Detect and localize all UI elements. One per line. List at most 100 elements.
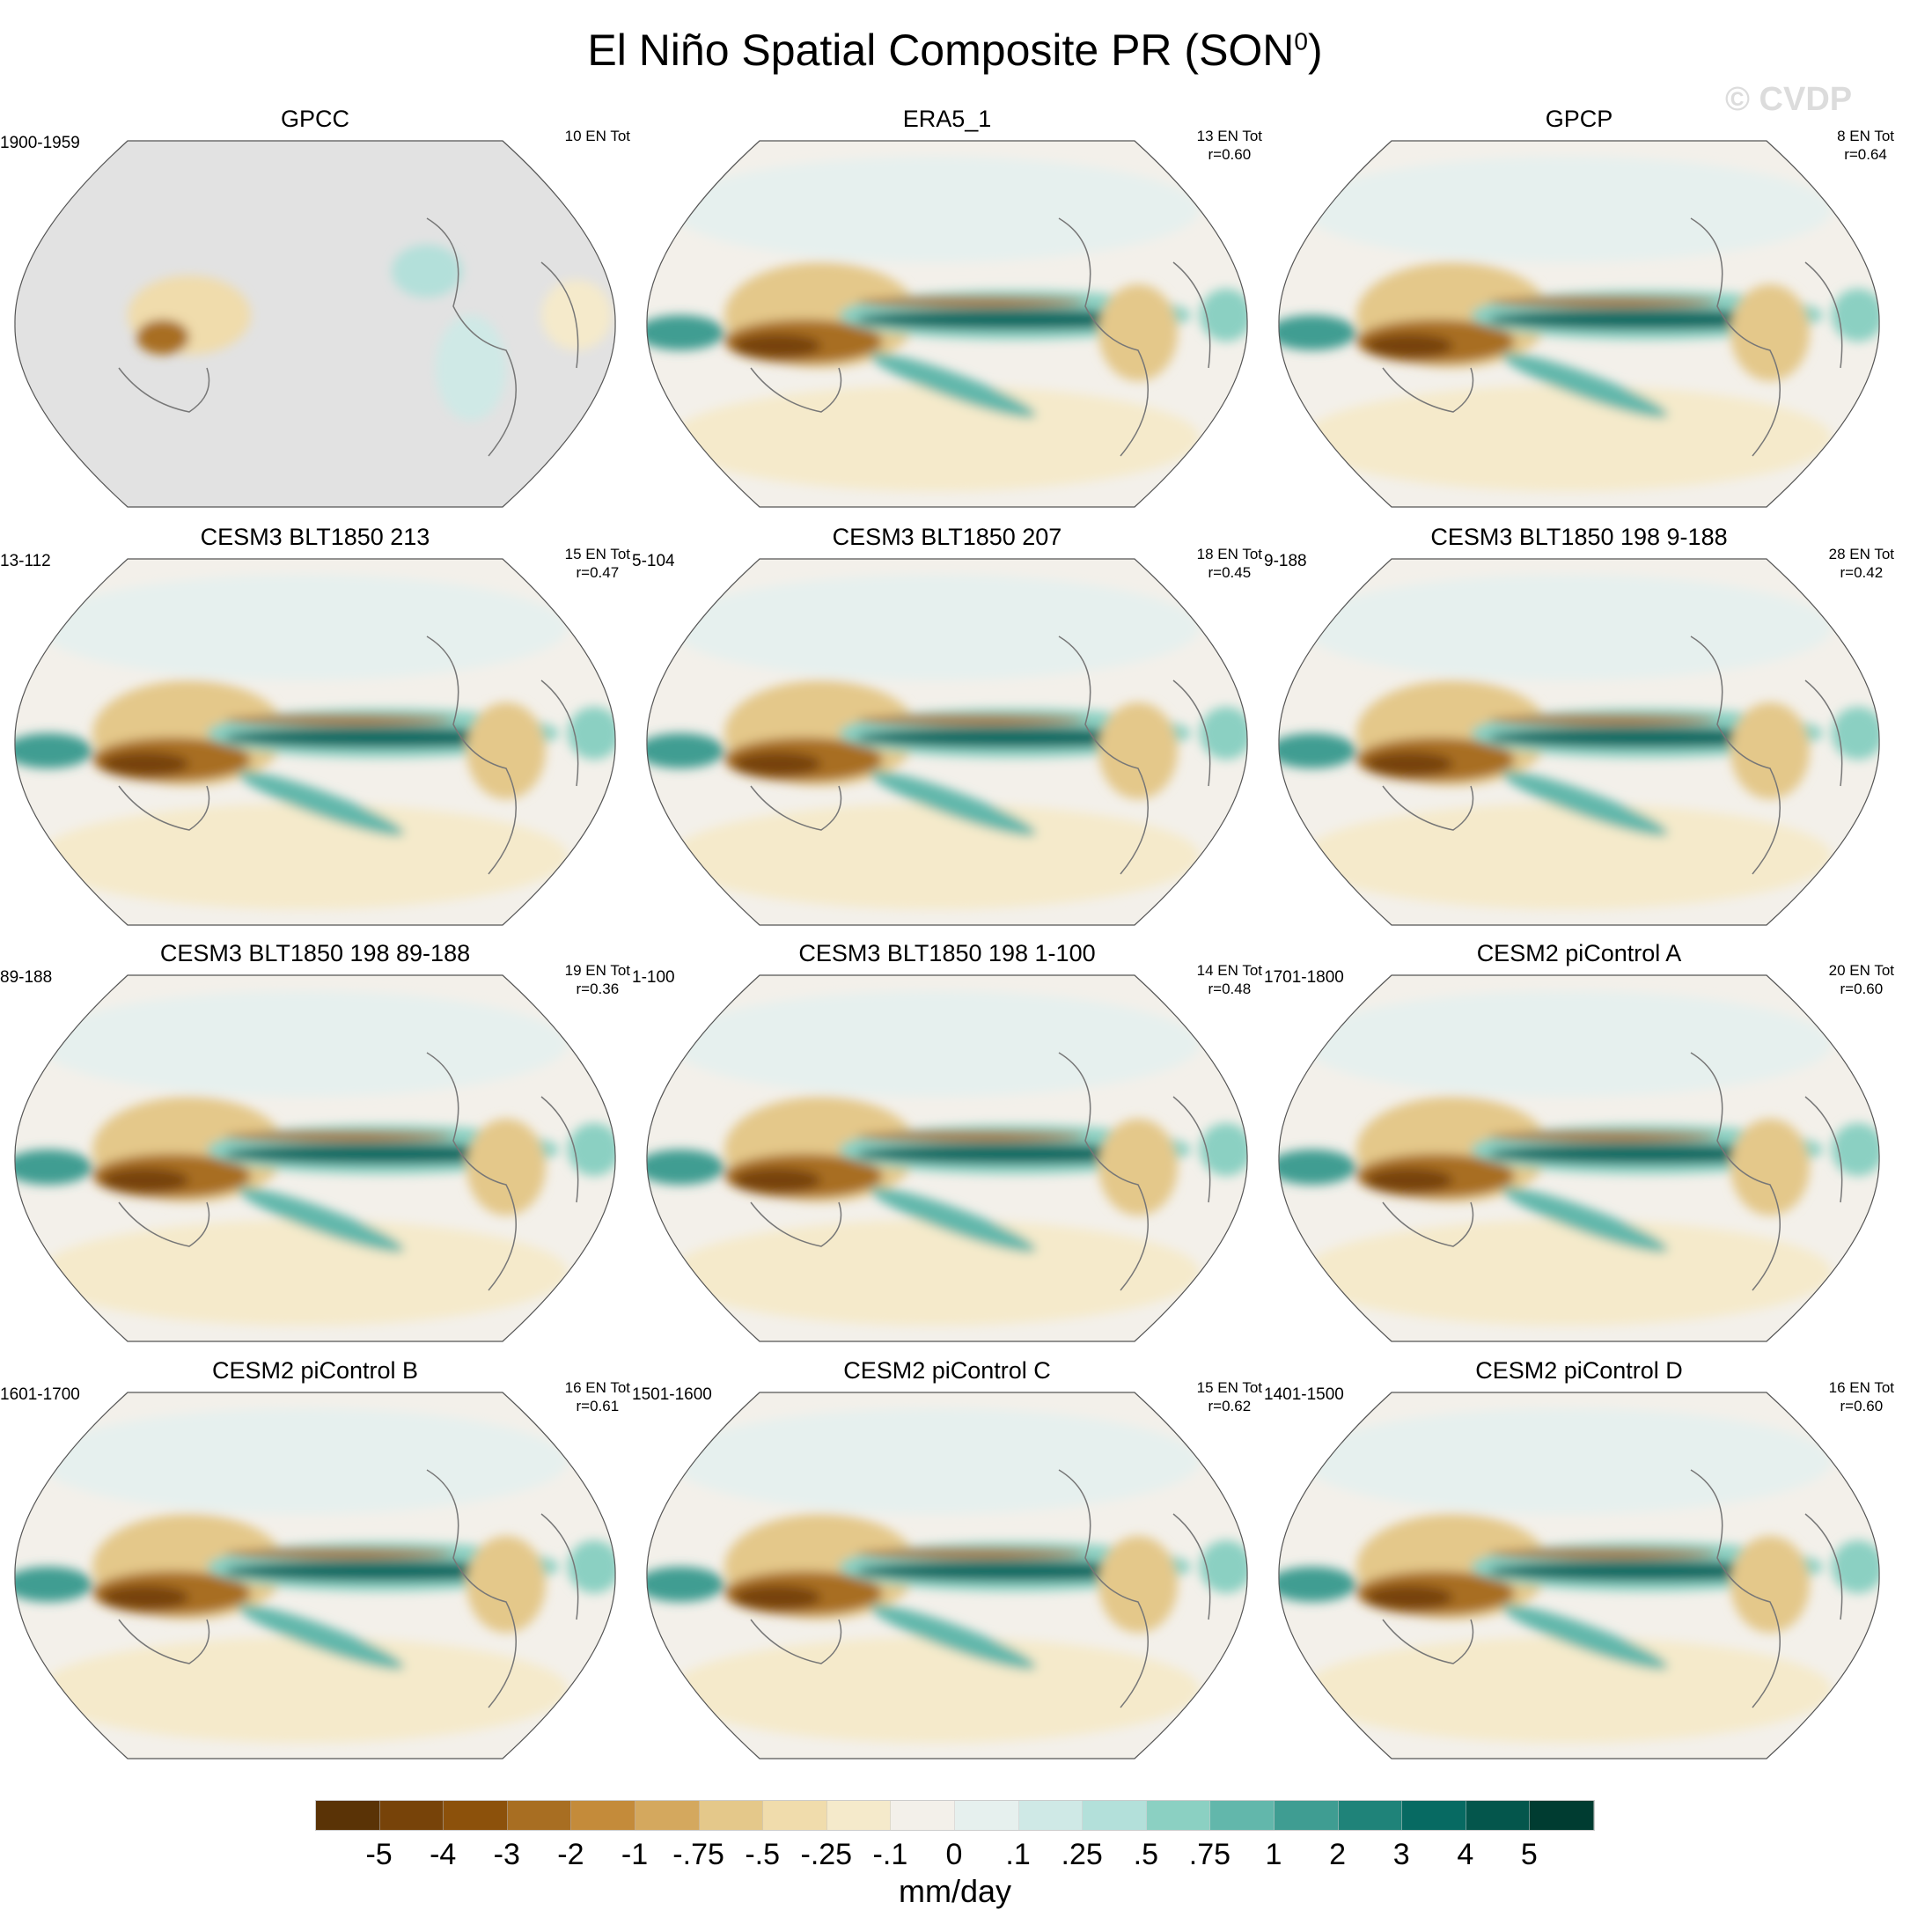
el-nino-count: 13 EN Tot [1196, 128, 1262, 144]
robinson-map [1278, 140, 1880, 508]
coastline [1382, 217, 1843, 457]
map-panel: CESM3 BLT1850 213 13-112 15 EN Tot r=0.47 [0, 524, 630, 937]
anomaly-region [1730, 1536, 1810, 1633]
panel-period: 5-104 [632, 552, 675, 570]
anomaly-region [1488, 1131, 1717, 1142]
anomaly-region [733, 1585, 821, 1610]
el-nino-count: 14 EN Tot [1196, 962, 1262, 979]
anomaly-region [672, 1408, 1200, 1514]
robinson-map [14, 140, 616, 508]
panel-stats: 10 EN Tot [565, 127, 630, 145]
anomaly-region [1304, 575, 1832, 680]
colorbar-swatch [1146, 1801, 1211, 1830]
el-nino-count: 18 EN Tot [1196, 546, 1262, 562]
anomaly-region [1730, 702, 1810, 799]
anomaly-region [1488, 1561, 1805, 1582]
colorbar-swatch [379, 1801, 444, 1830]
anomaly-region [1488, 1548, 1717, 1559]
anomaly-region [856, 309, 1173, 330]
map-outline [14, 558, 616, 926]
coastline [118, 635, 579, 875]
land-anomaly [392, 245, 462, 298]
anomaly-region [1365, 1585, 1453, 1610]
anomaly-region [672, 804, 1200, 909]
colorbar-tick-label: -.5 [745, 1838, 781, 1871]
anomaly-region [1488, 309, 1805, 330]
anomaly-region [14, 733, 92, 768]
anomaly-region [856, 727, 1173, 748]
colorbar-ticks: -5 -4 -3 -2 -1 -.75 -.5 -.25 -.1 0 .1 .25 .5 .75 1 2 3 4 5 [315, 1838, 1593, 1873]
el-nino-count: 16 EN Tot [564, 1379, 630, 1396]
panel-title: CESM3 BLT1850 207 [832, 524, 1062, 550]
anomaly-region [1488, 1143, 1805, 1164]
pattern-correlation: r=0.60 [1208, 146, 1252, 163]
colorbar-swatch [826, 1801, 892, 1830]
anomaly-region [14, 1567, 92, 1602]
panel-title: CESM2 piControl B [211, 1357, 419, 1384]
panel-stats: 14 EN Tot r=0.48 [1197, 961, 1262, 998]
pattern-correlation: r=0.48 [1208, 981, 1252, 997]
anomaly-region [672, 157, 1200, 262]
anomaly-region [466, 1536, 546, 1633]
colorbar-tick-label: -1 [621, 1838, 649, 1871]
anomaly-region [646, 315, 724, 350]
el-nino-count: 20 EN Tot [1828, 962, 1894, 979]
panel-period: 1601-1700 [0, 1385, 80, 1404]
panel-title: CESM3 BLT1850 198 89-188 [159, 940, 471, 966]
panel-title: GPCP [1545, 106, 1613, 132]
anomaly-region [40, 575, 568, 680]
land-anomaly [541, 280, 612, 350]
panel-period: 1501-1600 [632, 1385, 712, 1404]
pattern-correlation: r=0.61 [576, 1398, 620, 1414]
colorbar-tick-label: 5 [1520, 1838, 1538, 1871]
panel-period: 13-112 [0, 552, 51, 570]
coastline [118, 1052, 579, 1291]
map-panel: CESM3 BLT1850 198 1-100 1-100 14 EN Tot r… [632, 940, 1262, 1354]
colorbar-tick-label: 1 [1265, 1838, 1282, 1871]
anomaly-region [1200, 289, 1248, 342]
colorbar-tick-label: 4 [1457, 1838, 1474, 1871]
colorbar-tick-label: -5 [365, 1838, 393, 1871]
anomaly-region [568, 707, 616, 760]
panel-title: GPCC [280, 106, 349, 132]
robinson-map [646, 1392, 1248, 1759]
anomaly-region [1488, 297, 1717, 307]
map-panel: CESM3 BLT1850 198 89-188 89-188 19 EN To… [0, 940, 630, 1354]
pattern-correlation: r=0.47 [576, 564, 620, 581]
panel-period: 1-100 [632, 968, 675, 987]
panel-title: CESM3 BLT1850 198 9-188 [1430, 524, 1728, 550]
colorbar-tick-label: -.75 [672, 1838, 724, 1871]
colorbar-tick-label: 2 [1329, 1838, 1347, 1871]
anomaly-region [1832, 1123, 1880, 1176]
panel-period: 9-188 [1264, 552, 1307, 570]
panel-stats: 20 EN Tot r=0.60 [1829, 961, 1894, 998]
anomaly-region [1278, 1567, 1356, 1602]
colorbar-swatch [954, 1801, 1019, 1830]
colorbar-tick-label: .75 [1188, 1838, 1231, 1871]
colorbar-swatch [1083, 1801, 1147, 1830]
map-outline [1278, 140, 1880, 508]
anomaly-region [1304, 157, 1832, 262]
anomaly-region [870, 1605, 1037, 1670]
colorbar-tick-label: .25 [1061, 1838, 1103, 1871]
anomaly-region [568, 1540, 616, 1593]
panel-period: 1900-1959 [0, 134, 80, 152]
colorbar-swatch [1530, 1801, 1594, 1830]
map-outline [646, 140, 1248, 508]
colorbar-swatch [444, 1801, 508, 1830]
colorbar-swatch [507, 1801, 572, 1830]
robinson-map [1278, 558, 1880, 926]
colorbar-swatch [316, 1801, 380, 1830]
coastline [1382, 635, 1843, 875]
panel-stats: 15 EN Tot r=0.62 [1197, 1378, 1262, 1415]
colorbar-swatch [635, 1801, 700, 1830]
anomaly-region [1304, 1220, 1832, 1326]
map-outline [646, 974, 1248, 1342]
anomaly-region [870, 1187, 1037, 1252]
panel-title: CESM2 piControl A [1476, 940, 1682, 966]
anomaly-region [1502, 1187, 1669, 1252]
pattern-correlation: r=0.42 [1840, 564, 1884, 581]
anomaly-region [224, 715, 453, 725]
panel-stats: 16 EN Tot r=0.61 [565, 1378, 630, 1415]
anomaly-region [238, 1187, 405, 1252]
